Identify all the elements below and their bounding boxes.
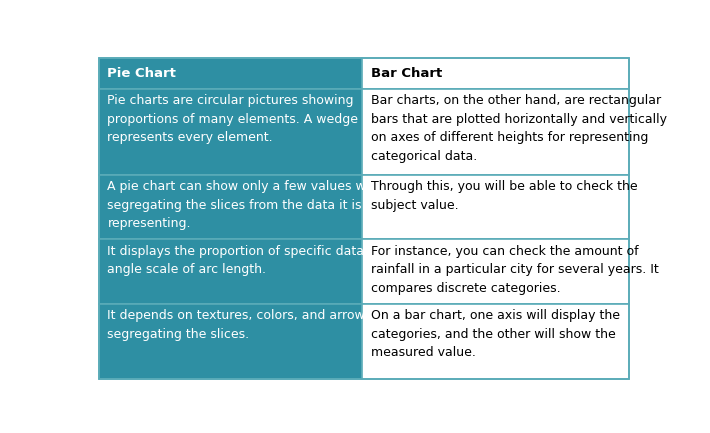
Bar bbox=[362, 175, 629, 239]
Bar bbox=[362, 89, 629, 175]
Bar bbox=[99, 89, 362, 175]
Text: For instance, you can check the amount of
rainfall in a particular city for seve: For instance, you can check the amount o… bbox=[371, 245, 659, 294]
Bar bbox=[362, 58, 629, 89]
Text: Through this, you will be able to check the
subject value.: Through this, you will be able to check … bbox=[371, 180, 638, 212]
Bar bbox=[99, 58, 362, 89]
Text: On a bar chart, one axis will display the
categories, and the other will show th: On a bar chart, one axis will display th… bbox=[371, 309, 620, 359]
Text: Pie charts are circular pictures showing
proportions of many elements. A wedge
r: Pie charts are circular pictures showing… bbox=[107, 94, 359, 145]
Text: A pie chart can show only a few values without
segregating the slices from the d: A pie chart can show only a few values w… bbox=[107, 180, 403, 230]
Bar bbox=[99, 175, 362, 239]
Bar bbox=[99, 239, 362, 304]
Text: It depends on textures, colors, and arrows for
segregating the slices.: It depends on textures, colors, and arro… bbox=[107, 309, 393, 341]
Bar bbox=[362, 304, 629, 379]
Text: Bar charts, on the other hand, are rectangular
bars that are plotted horizontall: Bar charts, on the other hand, are recta… bbox=[371, 94, 667, 163]
Text: Bar Chart: Bar Chart bbox=[371, 67, 442, 80]
Bar bbox=[362, 239, 629, 304]
Text: Pie Chart: Pie Chart bbox=[107, 67, 176, 80]
Text: It displays the proportion of specific data by
angle scale of arc length.: It displays the proportion of specific d… bbox=[107, 245, 383, 276]
Bar bbox=[99, 304, 362, 379]
